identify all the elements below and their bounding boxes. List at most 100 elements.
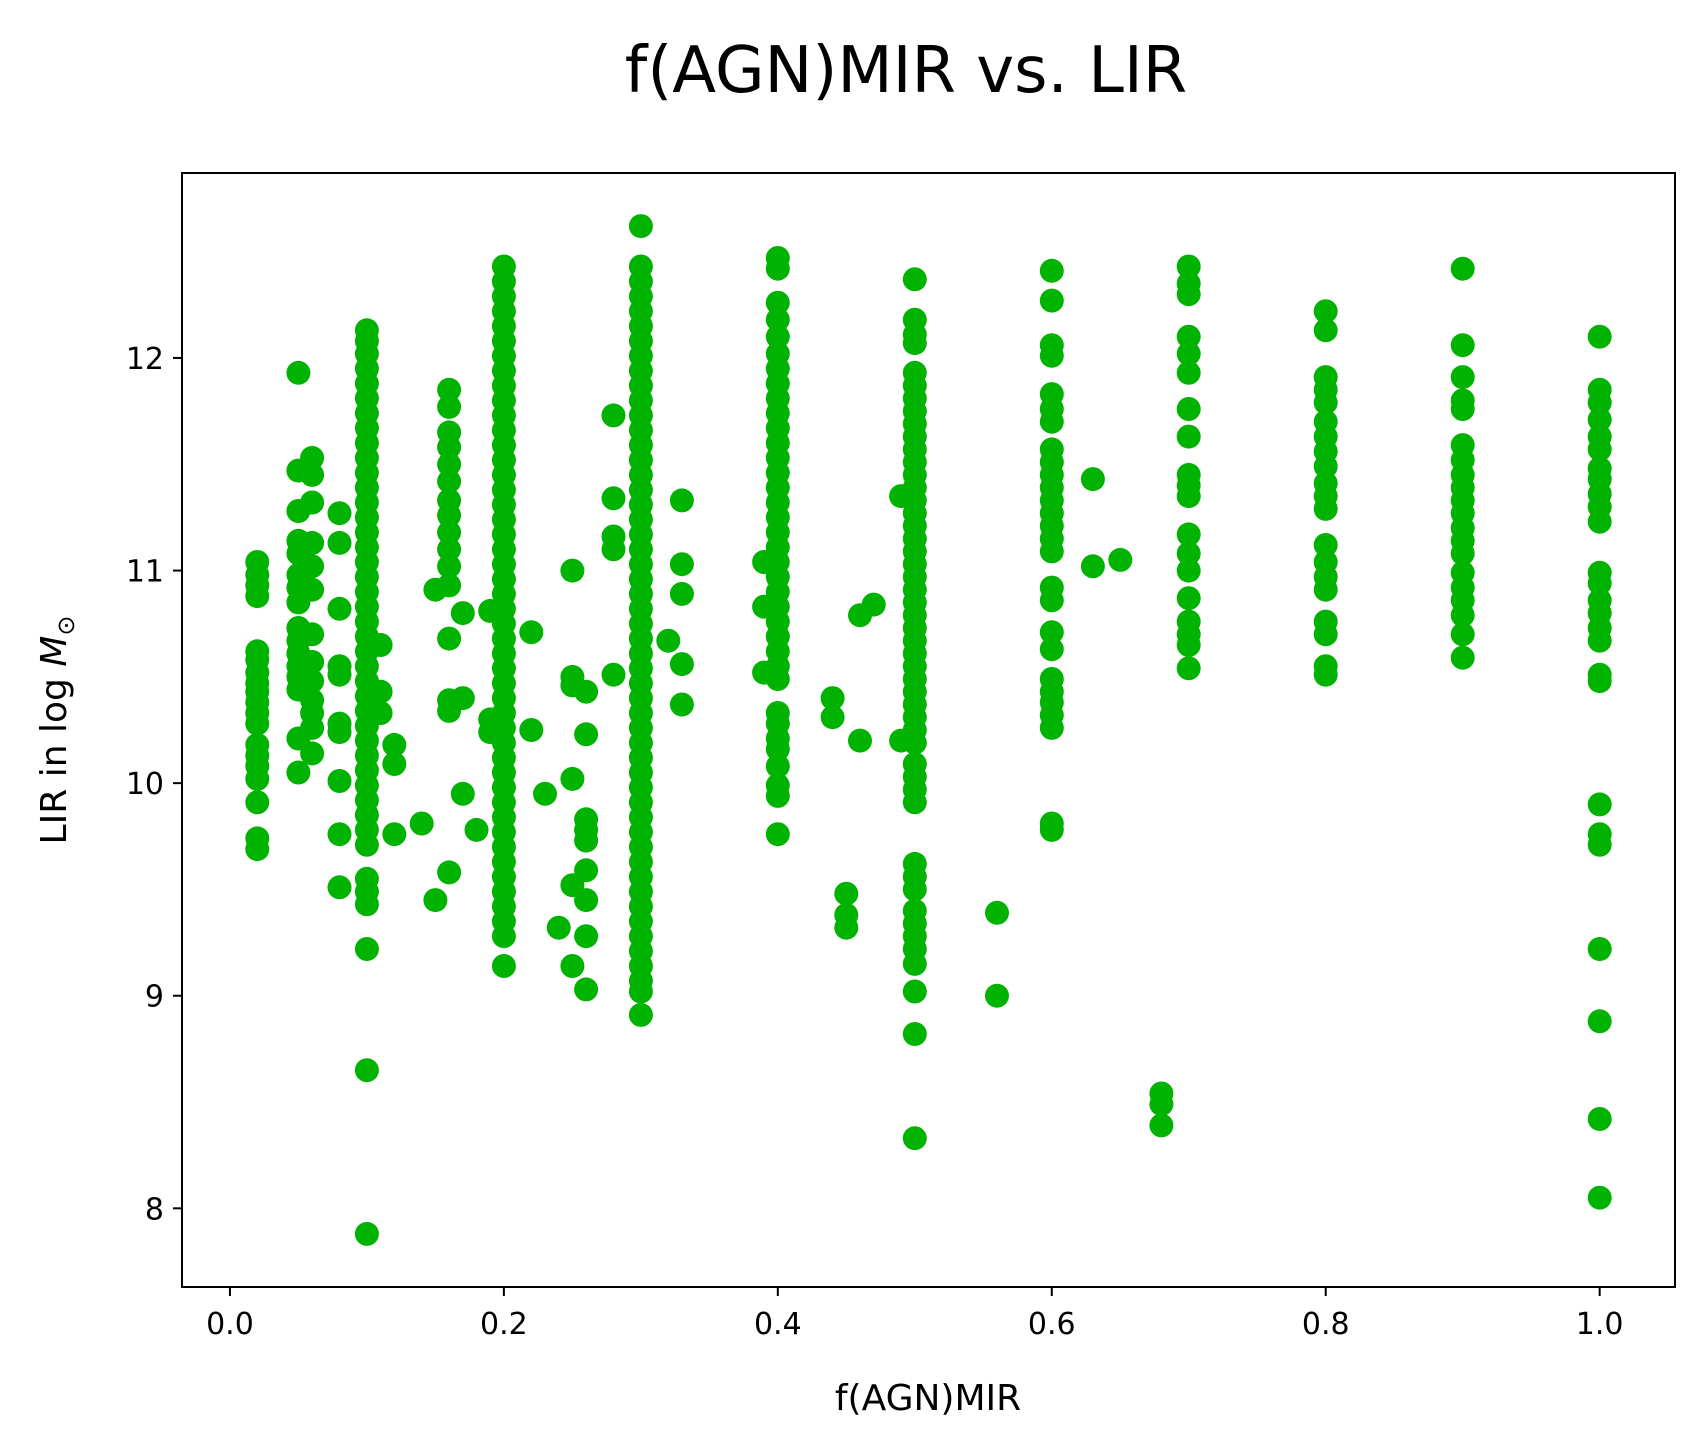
- data-point: [902, 730, 927, 755]
- data-point: [368, 701, 393, 725]
- data-point: [902, 267, 927, 292]
- data-point: [765, 783, 790, 808]
- data-point: [861, 592, 886, 617]
- data-point: [327, 501, 352, 526]
- data-point: [765, 737, 790, 762]
- data-point: [820, 686, 845, 711]
- data-point: [1313, 454, 1338, 479]
- data-point: [560, 766, 585, 791]
- data-point: [1176, 254, 1201, 279]
- data-point: [1039, 539, 1064, 564]
- data-point: [437, 520, 462, 545]
- data-point: [1176, 282, 1201, 307]
- data-points: [245, 214, 1612, 1246]
- data-point: [1176, 541, 1201, 566]
- data-point: [245, 790, 270, 815]
- data-point: [245, 766, 270, 791]
- data-point: [560, 558, 585, 583]
- x-tick-label: 0.6: [1028, 1307, 1076, 1342]
- data-point: [300, 715, 325, 740]
- y-tick-label: 10: [126, 767, 164, 802]
- data-point: [450, 781, 475, 806]
- data-point: [628, 1002, 653, 1027]
- data-point: [1176, 360, 1201, 385]
- data-point: [1176, 397, 1201, 421]
- data-point: [574, 828, 599, 853]
- data-point: [1587, 437, 1612, 462]
- data-point: [245, 711, 270, 736]
- x-tick-label: 0.2: [480, 1307, 528, 1342]
- data-point: [327, 769, 352, 793]
- x-tick-label: 0.0: [206, 1307, 254, 1342]
- data-point: [1450, 365, 1475, 390]
- data-point: [245, 837, 270, 862]
- data-point: [437, 377, 462, 402]
- x-axis-ticks: 0.0 0.2 0.4 0.6 0.8 1.0: [206, 1287, 1624, 1342]
- data-point: [437, 452, 462, 477]
- data-point: [820, 705, 845, 730]
- y-axis-label-sub: ⊙: [52, 616, 80, 636]
- y-tick-label: 9: [145, 980, 164, 1015]
- data-point: [1313, 577, 1338, 602]
- data-point: [574, 924, 599, 949]
- data-point: [300, 462, 325, 487]
- data-point: [354, 1221, 379, 1246]
- data-point: [902, 790, 927, 815]
- data-point: [601, 537, 626, 562]
- data-point: [574, 722, 599, 747]
- data-point: [1149, 1113, 1174, 1138]
- data-point: [327, 720, 352, 745]
- data-point: [902, 331, 927, 356]
- data-point: [1313, 662, 1338, 687]
- data-point: [245, 584, 270, 609]
- data-point: [628, 214, 653, 239]
- data-point: [1176, 558, 1201, 583]
- data-point: [1176, 586, 1201, 611]
- data-point: [765, 324, 790, 349]
- data-point: [902, 877, 927, 902]
- data-point: [437, 860, 462, 885]
- data-point: [300, 445, 325, 470]
- data-point: [1587, 1009, 1612, 1034]
- data-point: [354, 892, 379, 917]
- data-point: [382, 752, 407, 776]
- y-tick-label: 12: [126, 342, 164, 377]
- plot-frame: [181, 172, 1676, 1288]
- x-tick-label: 1.0: [1576, 1307, 1624, 1342]
- data-point: [1176, 656, 1201, 681]
- data-point: [985, 900, 1009, 925]
- data-point: [1176, 633, 1201, 657]
- data-point: [1587, 1185, 1612, 1210]
- data-point: [574, 888, 599, 913]
- data-point: [574, 679, 599, 704]
- data-point: [327, 875, 352, 900]
- data-point: [519, 718, 544, 742]
- data-point: [848, 728, 872, 753]
- data-point: [1450, 603, 1475, 628]
- data-point: [669, 692, 694, 717]
- y-tick-label: 11: [126, 555, 164, 590]
- data-point: [601, 662, 626, 687]
- x-tick-label: 0.8: [1302, 1307, 1350, 1342]
- data-point: [450, 601, 475, 626]
- data-point: [437, 573, 462, 598]
- data-point: [382, 732, 407, 757]
- data-point: [300, 577, 325, 602]
- data-point: [902, 951, 927, 976]
- data-point: [1039, 258, 1064, 283]
- data-point: [1313, 299, 1338, 324]
- data-point: [1587, 792, 1612, 817]
- data-point: [437, 394, 462, 419]
- data-point: [1313, 390, 1338, 415]
- data-point: [1587, 1107, 1612, 1131]
- data-point: [1587, 937, 1612, 961]
- data-point: [437, 554, 462, 579]
- data-point: [1039, 409, 1064, 434]
- data-point: [437, 626, 462, 651]
- data-point: [368, 633, 393, 657]
- data-point: [902, 1126, 927, 1151]
- data-point: [464, 817, 489, 842]
- data-point: [1039, 715, 1064, 740]
- data-point: [1450, 645, 1475, 670]
- data-point: [1313, 496, 1338, 521]
